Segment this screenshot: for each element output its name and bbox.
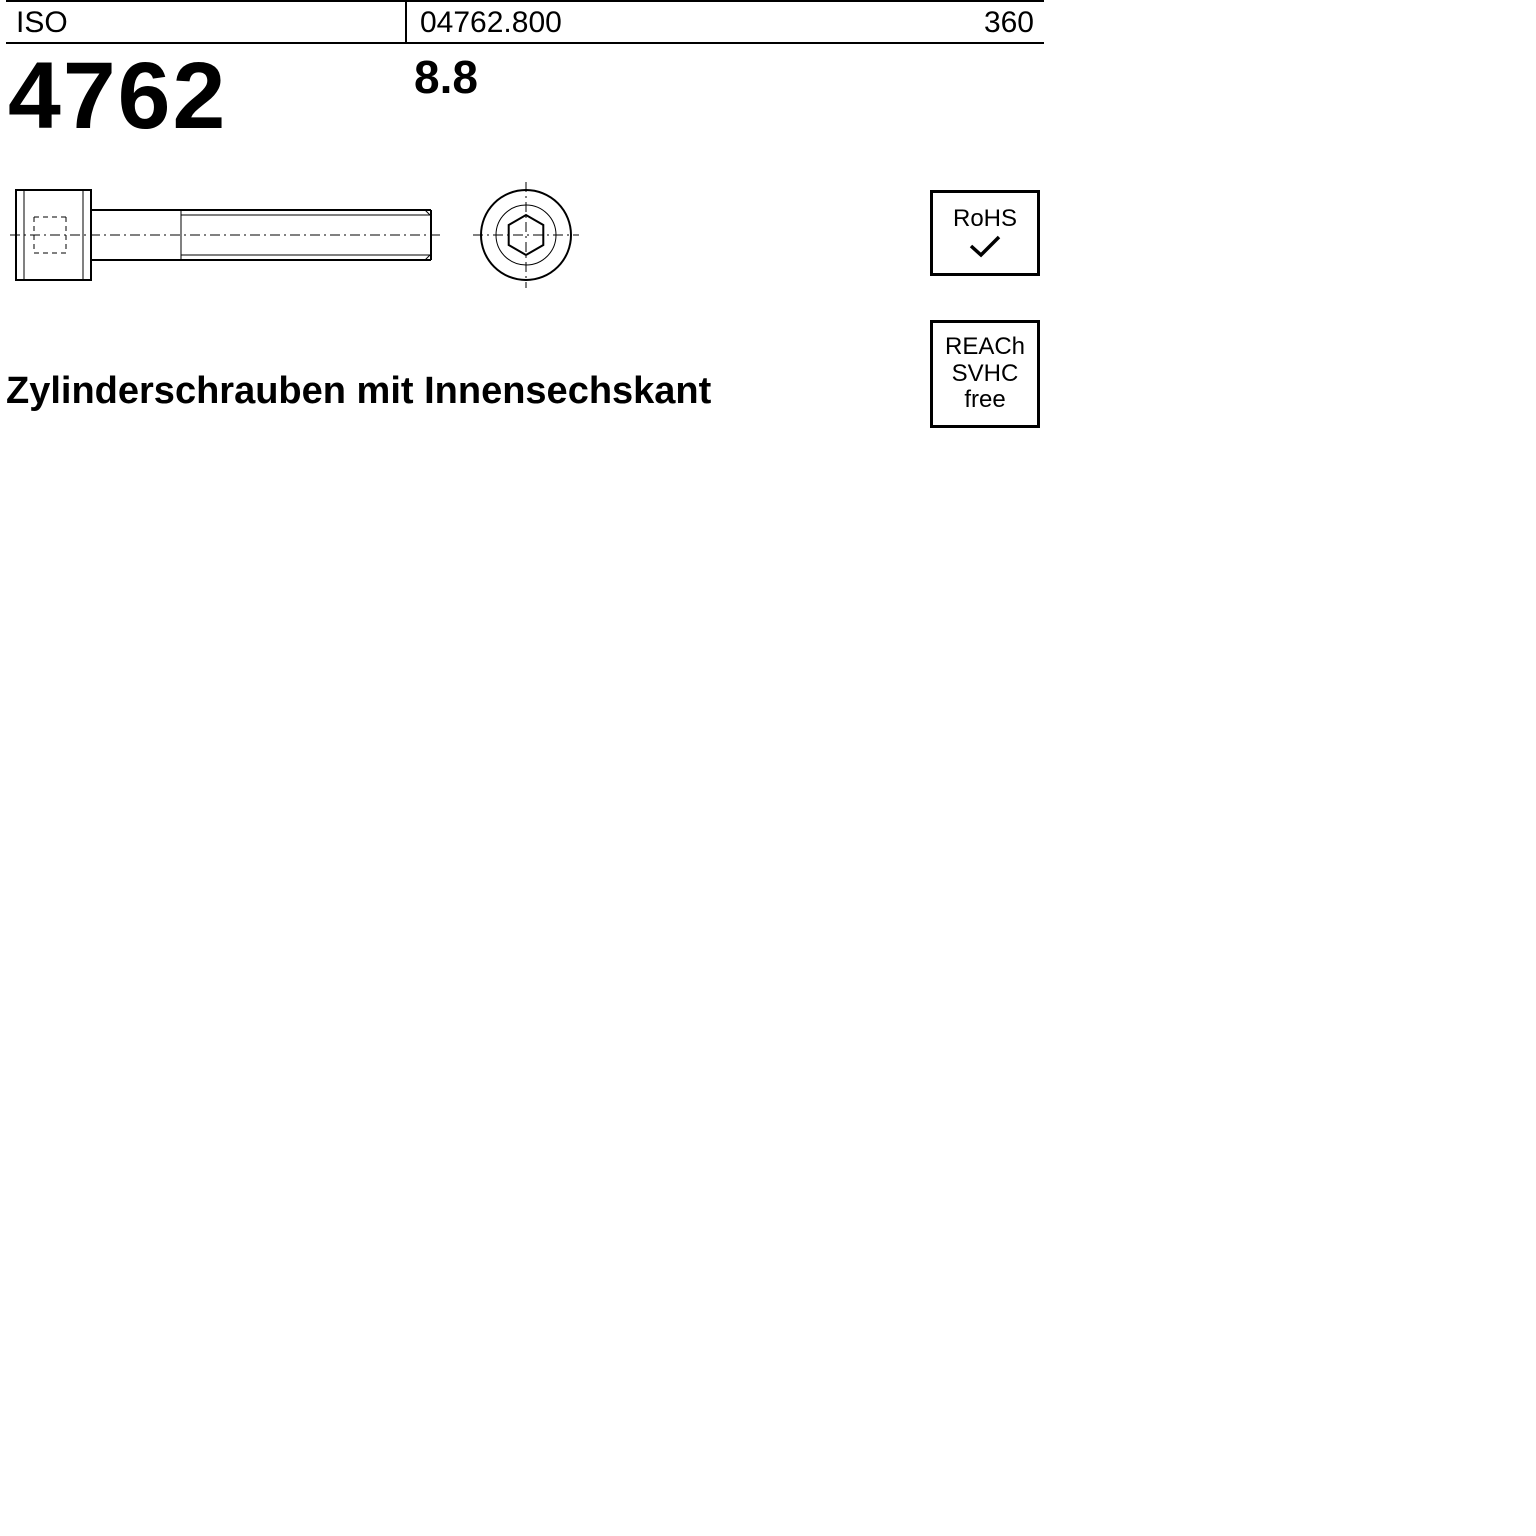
header-divider	[405, 2, 407, 42]
content-area: ISO 04762.800 360 4762 8.8 Zylinderschra…	[0, 0, 1050, 500]
rohs-label: RoHS	[953, 206, 1017, 232]
page: ISO 04762.800 360 4762 8.8 Zylinderschra…	[0, 0, 1536, 1536]
right-number: 360	[984, 6, 1034, 40]
check-icon	[967, 232, 1003, 260]
product-description: Zylinderschrauben mit Innensechskant	[6, 370, 711, 413]
reach-line2: SVHC	[952, 361, 1019, 387]
technical-drawing	[6, 180, 606, 320]
reach-line3: free	[964, 387, 1005, 413]
reach-line1: REACh	[945, 334, 1025, 360]
strength-grade: 8.8	[414, 50, 478, 104]
product-code: 04762.800	[420, 6, 562, 40]
header-row: ISO 04762.800 360	[6, 0, 1044, 44]
standard-label: ISO	[16, 6, 68, 40]
reach-badge: REACh SVHC free	[930, 320, 1040, 428]
bolt-diagram-svg	[6, 180, 606, 320]
standard-number: 4762	[8, 42, 227, 151]
rohs-badge: RoHS	[930, 190, 1040, 276]
